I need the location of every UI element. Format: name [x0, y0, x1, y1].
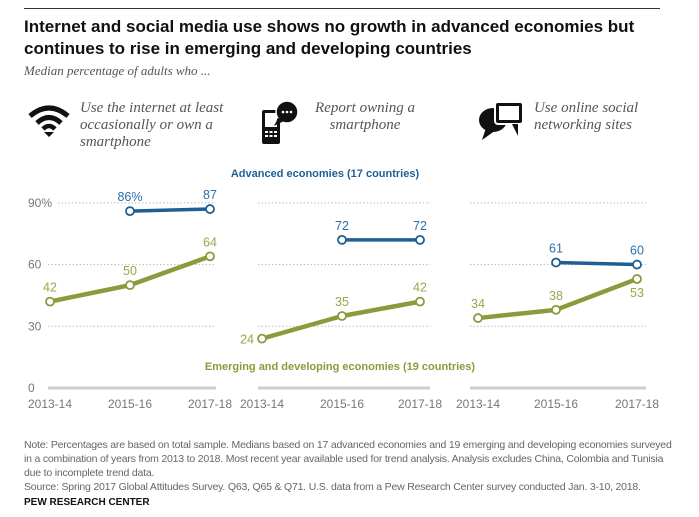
- data-point: [337, 311, 347, 321]
- legend-advanced: Advanced economies (17 countries): [231, 168, 420, 180]
- data-point: [415, 296, 425, 307]
- top-rule: [24, 8, 660, 9]
- chart-subtitle: Median percentage of adults who ...: [24, 63, 211, 78]
- panel-title-social: Use online social networking sites: [534, 100, 639, 133]
- data-point: [551, 304, 561, 315]
- series-line-emerging: [49, 254, 211, 304]
- data-label: 72: [335, 219, 349, 233]
- data-point: [551, 257, 561, 268]
- series-line-advanced: [129, 207, 211, 213]
- y-tick-label: 0: [28, 381, 35, 395]
- panel-title-smartphone: Report owning a smartphone: [315, 100, 415, 133]
- data-label: 35: [335, 295, 349, 309]
- series-line-advanced: [555, 260, 638, 267]
- legend-emerging: Emerging and developing economies (19 co…: [205, 361, 476, 373]
- data-label: 64: [203, 235, 217, 249]
- x-tick-label: 2013-14: [456, 397, 500, 411]
- data-label: 87: [203, 188, 217, 202]
- data-point: [632, 259, 642, 270]
- wifi-icon: [28, 105, 70, 137]
- pew-logo-text: PEW RESEARCH CENTER: [24, 497, 150, 508]
- data-label: 34: [471, 297, 485, 311]
- data-point: [205, 204, 215, 214]
- data-point: [125, 206, 135, 216]
- chart-title: Internet and social media use shows no g…: [24, 17, 635, 58]
- data-label: 24: [240, 333, 254, 347]
- data-label: 61: [549, 242, 563, 256]
- x-tick-label: 2013-14: [240, 397, 284, 411]
- y-tick-label: 60: [28, 258, 42, 272]
- x-tick-label: 2015-16: [320, 397, 364, 411]
- data-label: 38: [549, 289, 563, 303]
- x-tick-label: 2017-18: [398, 397, 442, 411]
- data-point: [125, 280, 135, 291]
- data-point: [257, 333, 267, 344]
- x-tick-label: 2017-18: [188, 397, 232, 411]
- smartphone-icon: [262, 100, 299, 144]
- data-label: 72: [413, 219, 427, 233]
- x-tick-label: 2015-16: [108, 397, 152, 411]
- note-text: Note: Percentages are based on total sam…: [24, 439, 672, 479]
- y-tick-label: 30: [28, 319, 42, 333]
- data-point: [205, 251, 215, 262]
- data-label: 53: [630, 286, 644, 300]
- data-label: 50: [123, 264, 137, 278]
- footnote: Note: Percentages are based on total sam…: [24, 438, 674, 494]
- data-label: 60: [630, 244, 644, 258]
- data-label: 42: [43, 281, 57, 295]
- data-point: [632, 274, 642, 284]
- source-text: Source: Spring 2017 Global Attitudes Sur…: [24, 481, 641, 493]
- data-point: [45, 296, 55, 307]
- data-label: 86%: [117, 190, 142, 204]
- data-point: [473, 313, 483, 323]
- data-label: 42: [413, 281, 427, 295]
- data-point: [337, 234, 347, 245]
- x-tick-label: 2015-16: [534, 397, 578, 411]
- data-point: [415, 234, 425, 245]
- panel-title-internet: Use the internet at least occasionally o…: [80, 100, 224, 150]
- x-tick-label: 2013-14: [28, 397, 72, 411]
- x-tick-label: 2017-18: [615, 397, 659, 411]
- y-tick-label: 90%: [28, 196, 52, 210]
- speech-bubbles-icon: [479, 101, 524, 140]
